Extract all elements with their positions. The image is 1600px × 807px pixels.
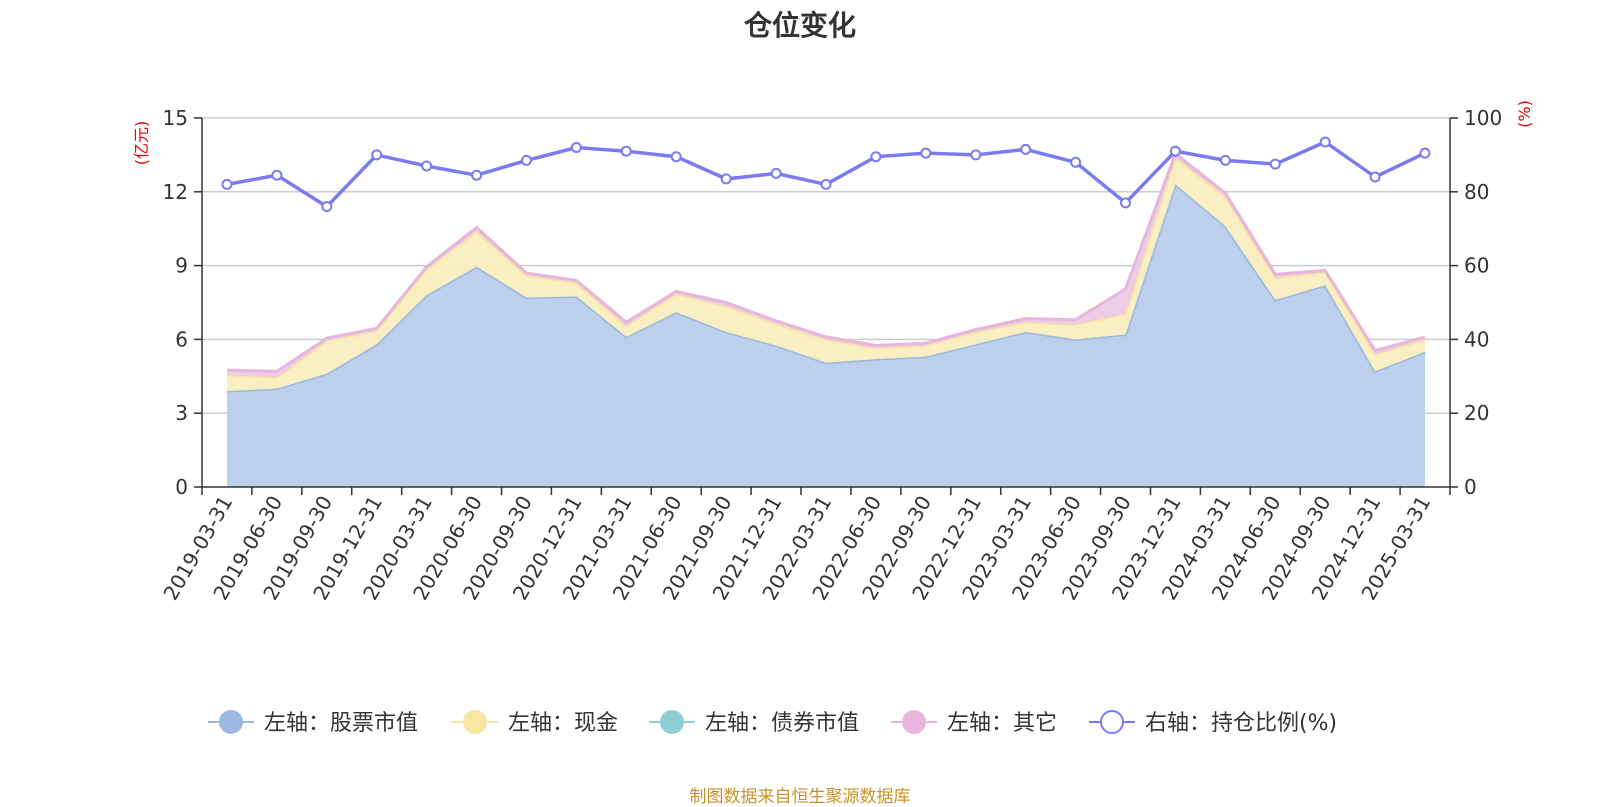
legend-item[interactable]: 左轴：股票市值 — [208, 710, 418, 736]
left-axis-unit: (亿元) — [132, 121, 151, 166]
legend-label: 左轴：债券市值 — [705, 711, 859, 736]
legend-swatch-marker — [902, 710, 926, 734]
legend-label: 左轴：现金 — [508, 711, 618, 736]
legend-item[interactable]: 左轴：其它 — [891, 710, 1057, 736]
ratio-point — [471, 169, 483, 181]
ratio-point — [820, 178, 832, 190]
ratio-point — [521, 154, 532, 166]
ratio-point — [321, 201, 333, 213]
right-axis-tick-label: 0 — [1464, 475, 1477, 499]
left-axis-tick-label: 0 — [175, 475, 188, 499]
ratio-point — [720, 173, 732, 185]
ratio-point — [371, 149, 383, 161]
ratio-point — [870, 151, 882, 163]
legend-swatch-marker — [660, 710, 684, 734]
ratio-point — [970, 149, 982, 161]
stacked-areas — [226, 151, 1426, 487]
ratio-point — [920, 147, 932, 159]
ratio-point — [1120, 197, 1131, 209]
legend-label: 右轴：持仓比例(%) — [1145, 711, 1337, 736]
left-axis-tick-label: 12 — [163, 180, 188, 204]
ratio-point — [221, 178, 233, 190]
cash-area — [227, 157, 1425, 392]
ratio-point — [670, 151, 682, 163]
ratio-series-line — [226, 139, 1426, 209]
ratio-point — [1419, 147, 1431, 159]
legend-label: 左轴：股票市值 — [264, 711, 418, 736]
ratio-line — [221, 136, 1431, 213]
ratio-point — [1269, 158, 1281, 170]
chart-title: 仓位变化 — [743, 9, 856, 42]
ratio-point — [1369, 171, 1381, 183]
ratio-point — [421, 160, 433, 172]
legend-item[interactable]: 左轴：债券市值 — [649, 710, 859, 736]
ratio-point — [1070, 156, 1082, 168]
left-axis-tick-label: 9 — [175, 254, 188, 278]
other-line — [226, 151, 1426, 373]
legend-label: 左轴：其它 — [947, 711, 1057, 736]
ratio-point — [1219, 154, 1231, 166]
right-axis-tick-label: 20 — [1464, 401, 1489, 425]
ratio-point — [1169, 145, 1181, 157]
ratio-point — [1319, 136, 1331, 148]
left-axis-tick-label: 6 — [175, 327, 188, 351]
right-axis-tick-label: 60 — [1464, 254, 1489, 278]
right-axis-tick-label: 80 — [1464, 180, 1489, 204]
legend-swatch-marker — [463, 710, 487, 734]
left-axis-tick-label: 15 — [163, 106, 188, 130]
right-axis-tick-label: 40 — [1464, 327, 1489, 351]
left-axis-tick-label: 3 — [175, 401, 188, 425]
stock-value-area — [227, 184, 1425, 487]
legend-item[interactable]: 右轴：持仓比例(%) — [1089, 710, 1337, 736]
legend-item[interactable]: 左轴：现金 — [452, 710, 618, 736]
ratio-point — [770, 167, 782, 179]
right-axis-tick-label: 100 — [1464, 106, 1502, 130]
ratio-point — [620, 145, 632, 157]
legend[interactable]: 左轴：股票市值 左轴：现金 左轴：债券市值 左轴：其它 右轴：持仓比例(%) — [208, 710, 1337, 736]
source-note: 制图数据来自恒生聚源数据库 — [689, 787, 911, 807]
ratio-point — [570, 142, 582, 153]
legend-swatch-marker — [219, 710, 243, 734]
legend-swatch-marker — [1100, 710, 1124, 734]
right-axis-unit: (%) — [1515, 100, 1534, 128]
ratio-point — [1020, 143, 1032, 155]
ratio-point — [271, 169, 283, 181]
